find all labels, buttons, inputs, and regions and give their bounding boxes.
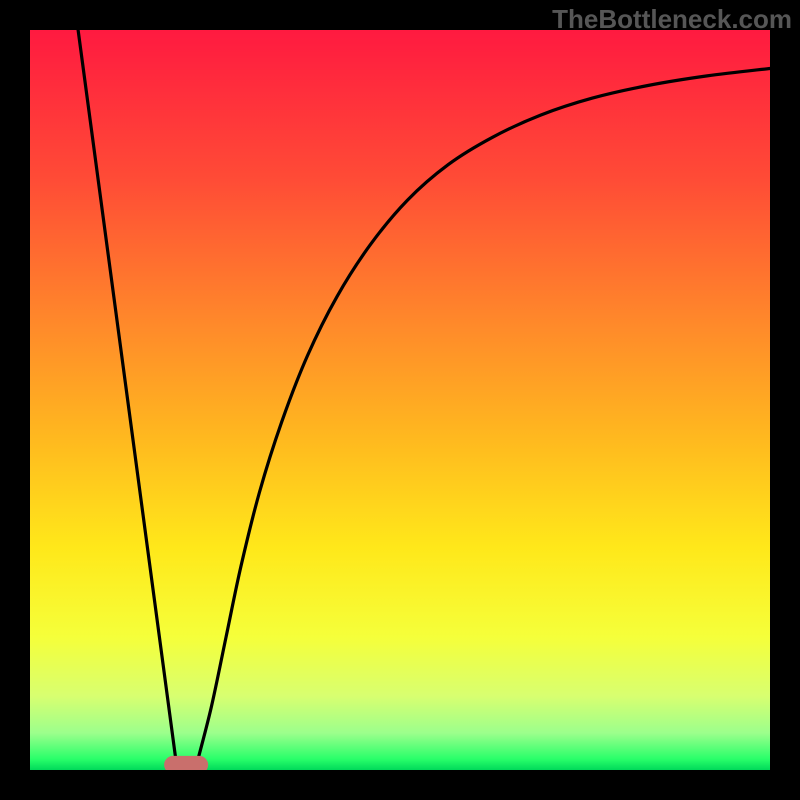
optimal-marker: [164, 756, 208, 770]
chart-svg: [30, 30, 770, 770]
plot-area: [30, 30, 770, 770]
gradient-background: [30, 30, 770, 770]
watermark-text: TheBottleneck.com: [552, 4, 792, 35]
chart-container: TheBottleneck.com: [0, 0, 800, 800]
